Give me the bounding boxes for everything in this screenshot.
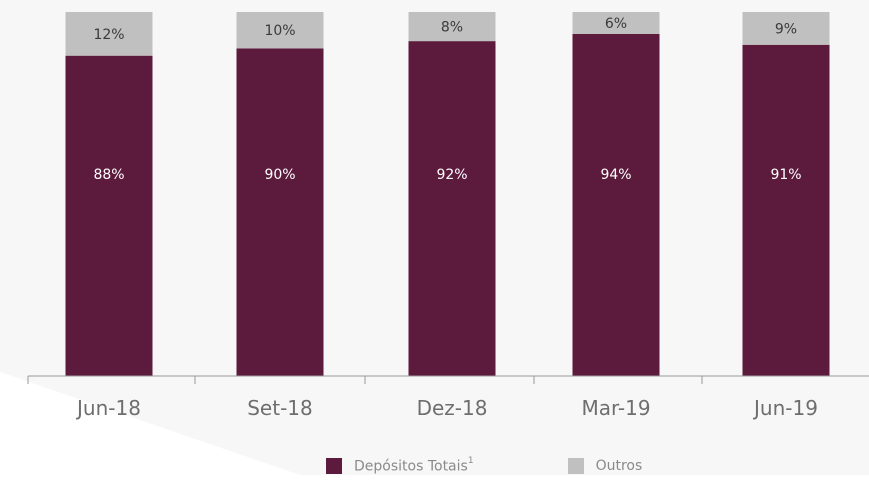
data-label-outros-4: 6% xyxy=(605,16,627,32)
data-label-outros-1: 12% xyxy=(93,27,124,43)
bar-outros-4 xyxy=(572,12,660,34)
x-tick-label-5: Jun-19 xyxy=(752,396,818,420)
data-label-outros-3: 8% xyxy=(441,20,463,36)
legend: Depósitos Totais1 Outros xyxy=(326,456,736,475)
bar-depositos-3 xyxy=(408,41,496,377)
legend-swatch-outros xyxy=(567,458,584,475)
x-axis-labels: Jun-18 Set-18 Dez-18 Mar-19 Jun-19 xyxy=(75,396,818,420)
data-label-depositos-1: 88% xyxy=(93,167,124,183)
data-label-depositos-5: 91% xyxy=(770,167,801,183)
x-tick-label-1: Jun-18 xyxy=(75,396,141,420)
bar-outros-2 xyxy=(236,12,324,49)
bar-depositos-2 xyxy=(236,48,324,377)
legend-item-depositos: Depósitos Totais1 xyxy=(326,456,474,475)
x-axis-ticks xyxy=(27,376,703,384)
legend-swatch-depositos xyxy=(326,458,342,475)
data-label-outros-5: 9% xyxy=(775,21,797,37)
bar-outros-1 xyxy=(65,12,153,56)
data-label-depositos-4: 94% xyxy=(600,167,631,183)
data-label-depositos-2: 90% xyxy=(264,167,295,183)
x-tick-label-3: Dez-18 xyxy=(417,396,488,420)
bar-depositos-4 xyxy=(572,33,660,377)
legend-label-depositos: Depósitos Totais1 xyxy=(354,456,474,475)
bar-depositos-1 xyxy=(65,55,153,377)
bars-layer: 88% 12% 90% 10% 92% 8% 94% 6% 91% 9% xyxy=(65,12,830,377)
legend-label-outros: Outros xyxy=(595,458,643,475)
bar-outros-5 xyxy=(742,12,830,45)
bar-depositos-5 xyxy=(742,44,830,376)
legend-item-outros: Outros xyxy=(567,458,643,475)
data-label-depositos-3: 92% xyxy=(436,167,467,183)
x-tick-label-2: Set-18 xyxy=(247,396,313,420)
x-tick-label-4: Mar-19 xyxy=(581,396,650,420)
bar-outros-3 xyxy=(408,12,496,42)
data-label-outros-2: 10% xyxy=(264,23,295,39)
